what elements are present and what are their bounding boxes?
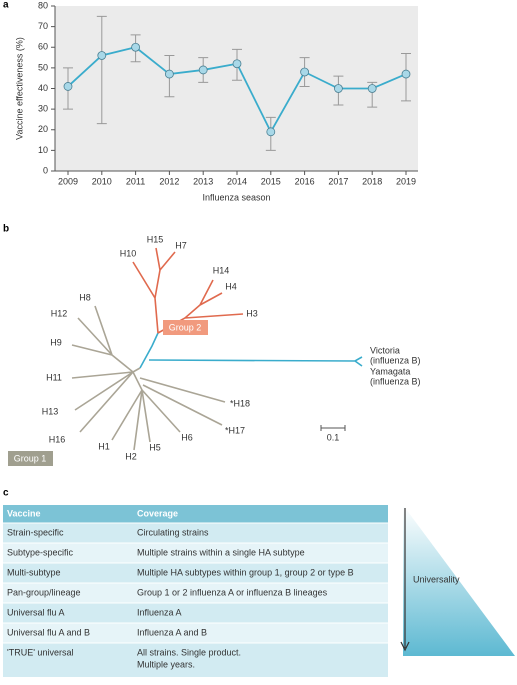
leaf-label: H13 — [42, 406, 59, 416]
vaccine-cell: Strain-specific — [7, 527, 64, 537]
x-tick-label: 2012 — [159, 176, 179, 186]
marker — [401, 69, 411, 79]
leaf-label: H16 — [49, 434, 66, 444]
coverage-cell: Multiple years. — [137, 659, 195, 669]
y-tick-label: 80 — [38, 0, 48, 10]
leaf-label: H5 — [149, 442, 161, 452]
group-box — [8, 451, 53, 466]
coverage-cell: Group 1 or 2 influenza A or influenza B … — [137, 587, 328, 597]
table-row — [3, 583, 388, 603]
marker — [232, 59, 242, 69]
group-box — [163, 320, 208, 335]
vaccine-cell: Pan-group/lineage — [7, 587, 81, 597]
coverage-cell: Multiple HA subtypes within group 1, gro… — [137, 567, 354, 577]
branch — [148, 356, 363, 367]
scale-label: 0.1 — [327, 432, 340, 442]
x-tick-label: 2015 — [261, 176, 281, 186]
leaf-label: H15 — [147, 234, 164, 244]
y-tick-label: 50 — [38, 62, 48, 72]
y-tick-label: 20 — [38, 124, 48, 134]
tree: Group 2 Group 1 Victoria (influenza B) Y… — [8, 247, 421, 466]
table-row — [3, 643, 388, 677]
x-tick-label: 2016 — [295, 176, 315, 186]
marker — [63, 82, 73, 91]
group-label: Group 1 — [14, 453, 47, 463]
scale-bar — [320, 425, 346, 431]
x-tick-label: 2019 — [396, 176, 416, 186]
panel-label: b — [3, 224, 9, 235]
table-row — [3, 563, 388, 583]
x-axis-label: Influenza season — [202, 192, 270, 202]
x-tick-label: 2017 — [328, 176, 348, 186]
marker — [198, 65, 208, 75]
leaf-label: *H18 — [230, 398, 250, 408]
lineage-label: (influenza B) — [370, 376, 421, 386]
arrow — [400, 508, 410, 652]
lineage-label: Yamagata — [370, 366, 410, 376]
leaf-label: H2 — [125, 451, 137, 461]
leaf-label: H11 — [46, 372, 62, 382]
leaf-label: H3 — [246, 308, 258, 318]
leaf-label: H8 — [79, 292, 91, 302]
table-header — [3, 505, 388, 523]
y-tick-label: 40 — [38, 83, 48, 93]
x-tick-label: 2011 — [126, 176, 145, 186]
branch — [139, 332, 159, 369]
marker — [164, 69, 174, 79]
marker — [300, 67, 310, 77]
x-tick-label: 2009 — [58, 176, 78, 186]
coverage-cell: Influenza A — [137, 607, 182, 617]
panel-label: c — [3, 488, 9, 499]
lineage-label: (influenza B) — [370, 355, 421, 365]
x-tick-label: 2014 — [227, 176, 247, 186]
coverage-cell: All strains. Single product. — [137, 647, 241, 657]
leaf-label: H6 — [181, 432, 193, 442]
header-cell: Vaccine — [7, 508, 41, 518]
header-cell: Coverage — [137, 508, 178, 518]
leaf-label: H14 — [213, 265, 230, 275]
leaf-label: H12 — [51, 308, 68, 318]
coverage-cell: Influenza A and B — [137, 627, 207, 637]
coverage-cell: Multiple strains within a single HA subt… — [137, 547, 305, 557]
table-row — [3, 543, 388, 563]
vaccine-cell: Universal flu A — [7, 607, 65, 617]
x-tick-label: 2013 — [193, 176, 213, 186]
y-axis-label: Vaccine effectiveness (%) — [14, 37, 24, 140]
panel-label: a — [3, 0, 9, 11]
leaf-label: H10 — [120, 248, 137, 258]
table-row — [3, 523, 388, 543]
marker — [333, 84, 343, 93]
error-bar — [96, 15, 107, 125]
y-tick-label: 30 — [38, 104, 48, 114]
coverage-cell: Circulating strains — [137, 527, 209, 537]
leaf-label: H4 — [225, 281, 237, 291]
marker — [97, 51, 107, 60]
universality-triangle — [403, 505, 515, 656]
universality-label: Universality — [413, 574, 460, 584]
y-tick-label: 10 — [38, 145, 48, 155]
marker — [266, 127, 276, 137]
group-label: Group 2 — [169, 322, 202, 332]
vaccine-cell: 'TRUE' universal — [7, 647, 73, 657]
branch — [71, 305, 226, 451]
branch — [132, 247, 244, 334]
vaccine-cell: Multi-subtype — [7, 567, 61, 577]
table-row — [3, 603, 388, 623]
lineage-label: Victoria — [370, 345, 400, 355]
leaf-label: *H17 — [225, 425, 245, 435]
leaf-label: H1 — [98, 441, 110, 451]
leaf-label: H7 — [175, 240, 187, 250]
table-row — [3, 623, 388, 643]
marker — [367, 84, 377, 93]
y-tick-label: 70 — [38, 21, 48, 31]
leaf-label: H9 — [50, 337, 62, 347]
x-tick-label: 2010 — [92, 176, 112, 186]
vaccine-cell: Subtype-specific — [7, 547, 74, 557]
vaccine-cell: Universal flu A and B — [7, 627, 90, 637]
x-tick-label: 2018 — [362, 176, 382, 186]
marker — [131, 42, 141, 52]
y-tick-label: 60 — [38, 42, 48, 52]
y-tick-label: 0 — [43, 165, 48, 175]
